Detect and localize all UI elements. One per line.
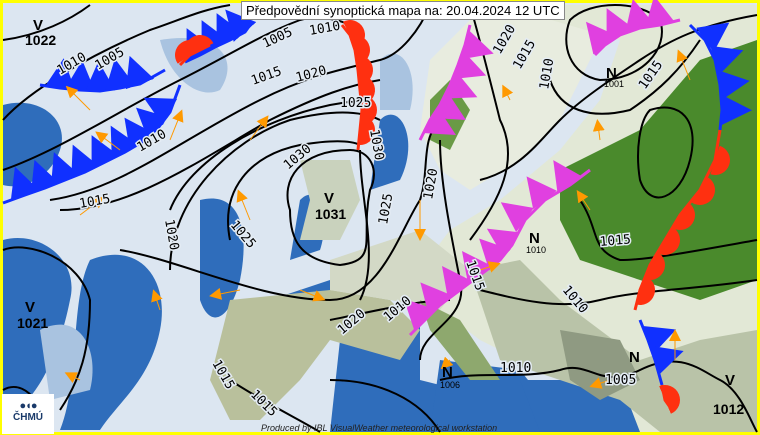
occluded-front [403,160,591,337]
warm-front [659,384,680,414]
svg-text:1015: 1015 [599,232,632,250]
map-title: Předpovědní synoptická mapa na: 20.04.20… [241,1,565,20]
svg-text:1010: 1010 [526,245,546,255]
svg-text:1022: 1022 [25,32,56,48]
warm-front [633,129,730,311]
occluded-front [418,24,494,141]
logo-symbol-icon: ●◖● [19,400,38,412]
cold-front [39,55,166,93]
warm-front [340,20,377,151]
svg-text:V: V [725,372,735,389]
svg-text:1001: 1001 [604,79,624,89]
wind-arrows [64,49,691,389]
svg-text:V: V [25,299,35,316]
cold-front [638,319,684,386]
svg-text:1010: 1010 [500,361,531,376]
fronts [2,0,752,414]
svg-text:N: N [529,230,540,247]
svg-text:N: N [442,364,453,381]
warm-front [175,35,214,67]
svg-text:1031: 1031 [315,206,346,222]
high-center: V 1012 [713,372,744,417]
svg-text:1010: 1010 [308,19,341,39]
svg-text:N: N [629,349,640,366]
svg-text:N: N [606,65,617,82]
svg-text:1012: 1012 [713,401,744,417]
svg-text:1005: 1005 [605,373,636,388]
cold-front [2,84,182,205]
logo-text: ČHMÚ [13,412,43,423]
cold-front [688,22,752,131]
svg-text:1020: 1020 [421,167,441,200]
svg-text:1025: 1025 [340,96,371,111]
low-center: N [629,349,640,366]
occluded-front [585,0,681,57]
chmu-logo: ●◖● ČHMÚ [2,394,54,434]
svg-text:V: V [324,190,334,207]
svg-text:1021: 1021 [17,315,48,331]
svg-text:1006: 1006 [440,380,460,390]
credit-text: Produced by IBL VisualWeather meteorolog… [261,423,498,433]
svg-text:1030: 1030 [366,128,386,161]
svg-text:1020: 1020 [161,218,181,251]
svg-text:1010: 1010 [537,57,557,90]
svg-text:V: V [33,17,43,34]
svg-text:1025: 1025 [376,192,396,225]
svg-text:1015: 1015 [78,192,111,212]
